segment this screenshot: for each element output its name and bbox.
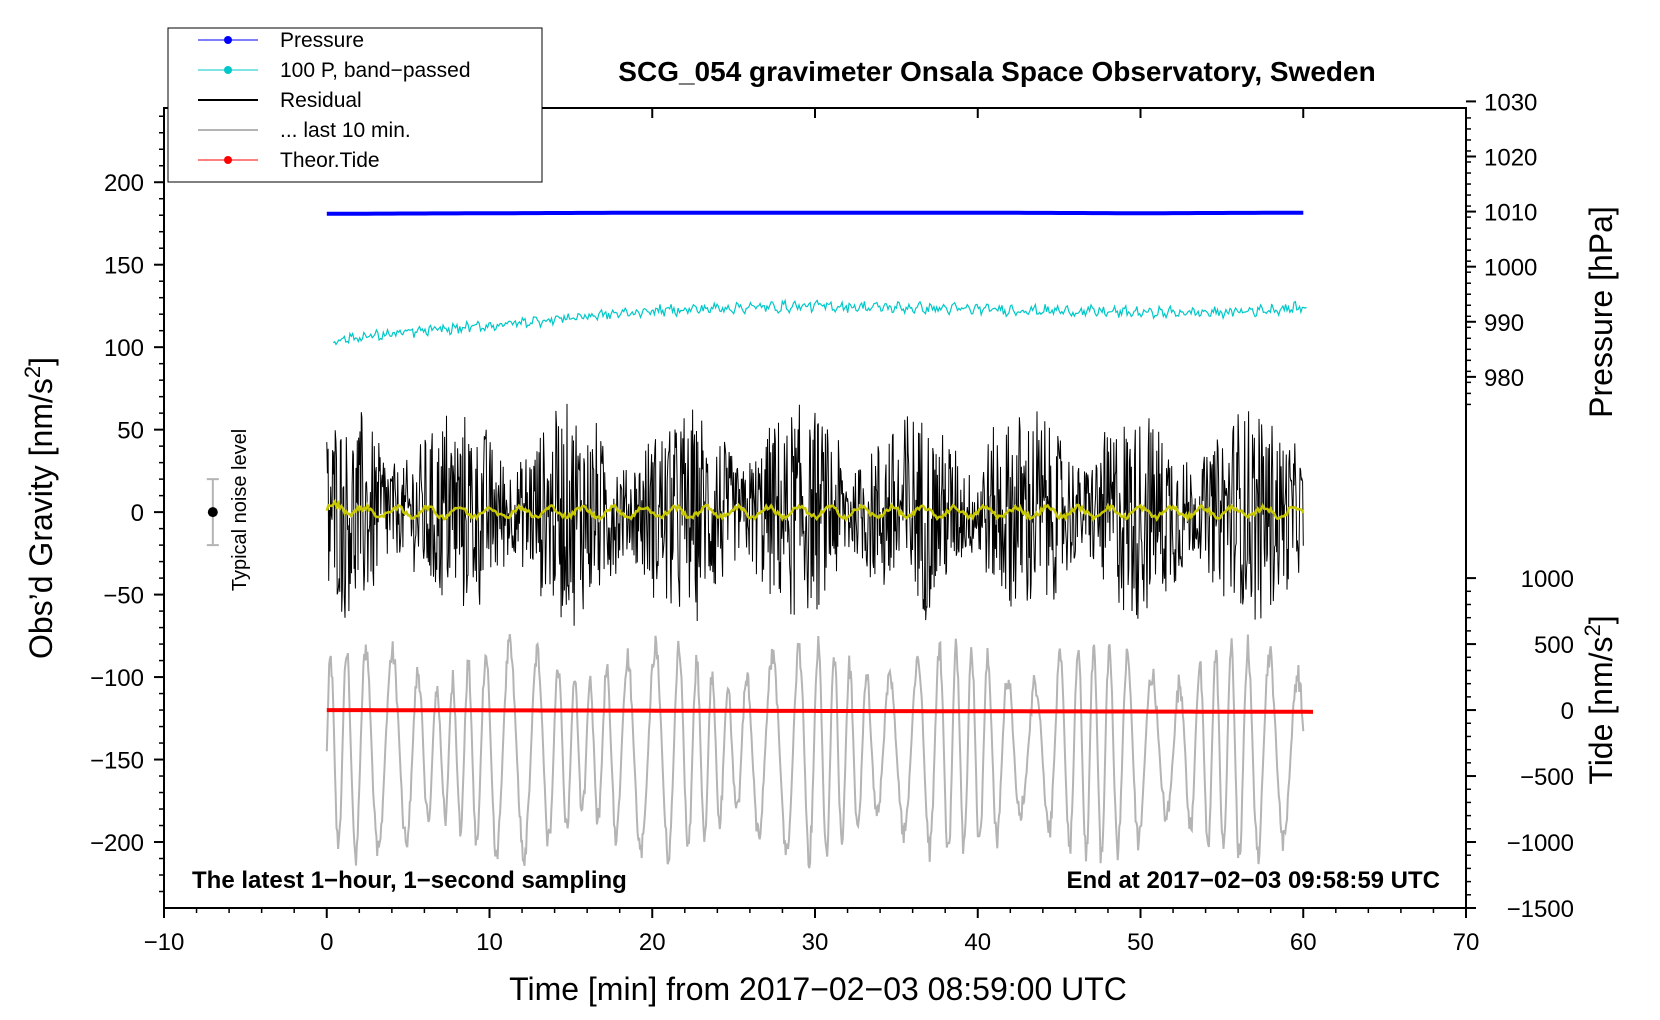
tide-axis-label-sup: 2 <box>1580 624 1605 636</box>
y-tick-label: 150 <box>104 253 144 280</box>
y-tick-label: 200 <box>104 170 144 197</box>
tide-axis-label: Tide [nm/s2] <box>1580 615 1619 784</box>
legend-label: Theor.Tide <box>280 149 380 172</box>
noise-label: Typical noise level <box>229 429 251 591</box>
x-tick-label: 0 <box>320 929 333 956</box>
y-axis-left-label-sup: 2 <box>20 366 45 378</box>
y-tick-label: −50 <box>103 583 144 610</box>
legend-box <box>167 27 543 183</box>
x-tick-label: 50 <box>1127 929 1154 956</box>
x-axis-label: Time [min] from 2017−02−03 08:59:00 UTC <box>509 971 1127 1007</box>
legend-marker <box>224 36 232 44</box>
y-axis-left-label-main: Obs’d Gravity [nm/s <box>23 378 59 659</box>
series-pressure <box>326 210 1304 216</box>
legend-marker <box>224 156 232 164</box>
pressure-axis-ticks: 1030 1020 1010 1000 990 980 <box>1466 89 1537 406</box>
x-tick-label: 60 <box>1290 929 1317 956</box>
series-theor-tide <box>326 708 1314 714</box>
legend-label: Pressure <box>280 29 364 52</box>
pressure-tick-label: 1010 <box>1484 200 1537 227</box>
y-tick-label: −150 <box>90 748 144 775</box>
legend-label: ... last 10 min. <box>280 119 411 142</box>
tide-tick-label: −1000 <box>1507 830 1574 857</box>
pressure-tick-label: 990 <box>1484 310 1524 337</box>
x-tick-label: 70 <box>1453 929 1480 956</box>
annotation-sampling: The latest 1−hour, 1−second sampling <box>192 867 627 894</box>
noise-marker: Typical noise level <box>206 429 251 591</box>
legend-marker <box>224 66 232 74</box>
tide-tick-label: 500 <box>1534 632 1574 659</box>
y-tick-label: −200 <box>90 830 144 857</box>
series-last-10-min <box>325 633 1305 869</box>
tide-tick-label: −1500 <box>1507 896 1574 923</box>
y-tick-label: 100 <box>104 335 144 362</box>
tide-tick-label: 1000 <box>1521 566 1574 593</box>
pressure-axis-label: Pressure [hPa] <box>1583 206 1619 418</box>
annotation-end-time: End at 2017−02−03 09:58:59 UTC <box>1066 867 1440 894</box>
pressure-tick-label: 980 <box>1484 365 1524 392</box>
tide-tick-label: 0 <box>1561 698 1574 725</box>
legend-label: Residual <box>280 89 362 112</box>
tide-axis-label-end: ] <box>1583 615 1619 624</box>
series-bandpassed-pressure <box>332 298 1307 346</box>
x-axis-ticks: −10 0 10 20 30 40 50 60 70 <box>144 108 1480 956</box>
legend-label: 100 P, band−passed <box>280 59 471 82</box>
x-tick-label: 20 <box>639 929 666 956</box>
y-axis-left-ticks: 200 150 100 50 0 −50 −100 −150 −200 <box>90 115 164 893</box>
series-layer <box>325 210 1314 869</box>
chart-title: SCG_054 gravimeter Onsala Space Observat… <box>618 56 1375 87</box>
pressure-tick-label: 1020 <box>1484 144 1537 171</box>
pressure-tick-label: 1000 <box>1484 255 1537 282</box>
tide-tick-label: −500 <box>1520 764 1574 791</box>
y-axis-left-label-end: ] <box>23 357 59 366</box>
y-axis-left-label: Obs’d Gravity [nm/s2] <box>20 357 59 659</box>
y-tick-label: 50 <box>117 418 144 445</box>
series-smoothed-residual <box>325 498 1305 523</box>
y-tick-label: −100 <box>90 665 144 692</box>
y-tick-label: 0 <box>131 500 144 527</box>
tide-axis-ticks: 1000 500 0 −500 −1000 −1500 <box>1466 566 1574 923</box>
tide-axis-label-main: Tide [nm/s <box>1583 636 1619 784</box>
legend: Pressure 100 P, band−passed Residual ... la… <box>167 27 543 183</box>
x-tick-label: 30 <box>802 929 829 956</box>
x-tick-label: 40 <box>964 929 991 956</box>
x-tick-label: 10 <box>476 929 503 956</box>
x-tick-label: −10 <box>144 929 185 956</box>
noise-point <box>207 507 218 518</box>
pressure-tick-label: 1030 <box>1484 89 1537 116</box>
